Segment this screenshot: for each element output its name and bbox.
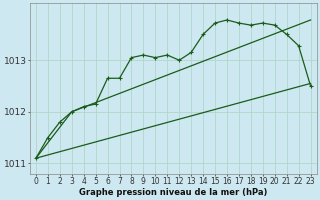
X-axis label: Graphe pression niveau de la mer (hPa): Graphe pression niveau de la mer (hPa) bbox=[79, 188, 268, 197]
